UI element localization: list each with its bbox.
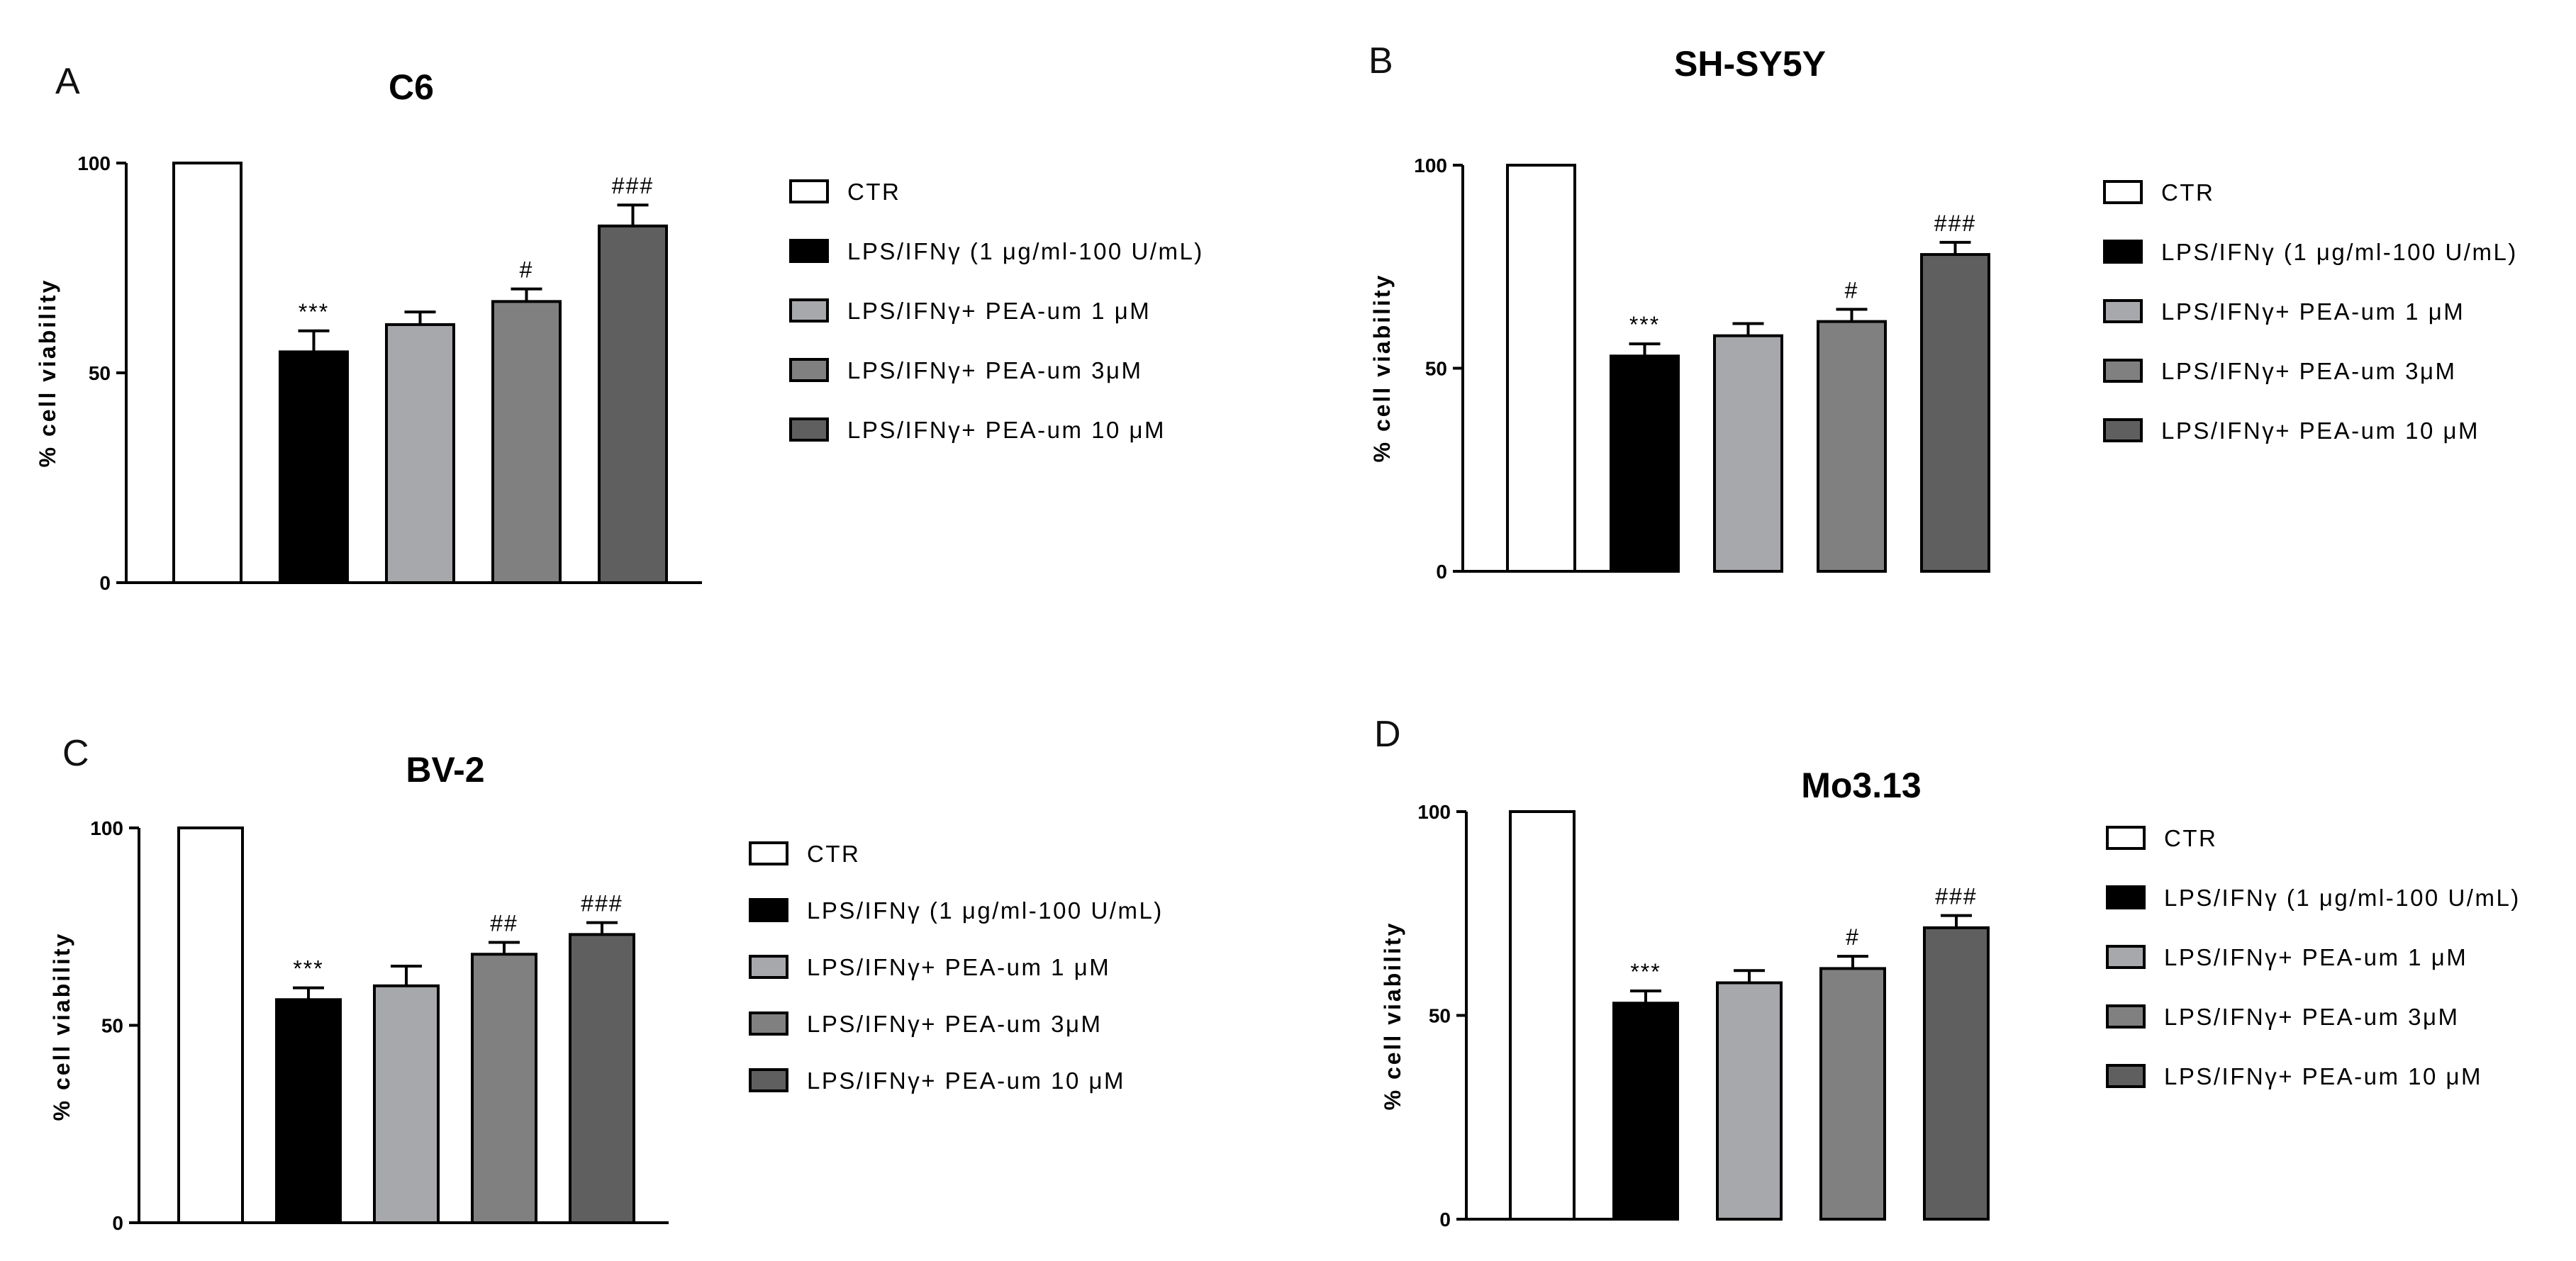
panel-a-y-axis-label: % cell viability bbox=[35, 279, 60, 468]
panel-d-legend-label-4: LPS/IFNγ+ PEA-um 3μM bbox=[2164, 1004, 2460, 1030]
panel-d-legend-label-1: CTR bbox=[2164, 825, 2217, 851]
panel-b-legend-swatch-3 bbox=[2103, 299, 2143, 323]
panel-b-y-axis-label: % cell viability bbox=[1369, 274, 1395, 463]
panel-b-legend-swatch-4 bbox=[2103, 359, 2143, 383]
panel-d-letter: D bbox=[1374, 714, 1401, 755]
panel-b-bar-4 bbox=[1817, 320, 1887, 573]
panel-b-legend-label-1: CTR bbox=[2161, 179, 2214, 206]
panel-c-y-tick-label: 100 bbox=[90, 817, 123, 839]
panel-b-bar-1 bbox=[1506, 164, 1576, 573]
panel-b-y-tick-label: 0 bbox=[1436, 561, 1447, 583]
panel-c-legend-swatch-2 bbox=[749, 898, 788, 922]
panel-a-bar-5 bbox=[598, 224, 668, 584]
panel-b-legend-swatch-1 bbox=[2103, 180, 2143, 204]
panel-c-bar-1 bbox=[177, 826, 244, 1224]
panel-c-legend-swatch-5 bbox=[749, 1068, 788, 1092]
panel-a-legend-label-3: LPS/IFNγ+ PEA-um 1 μM bbox=[847, 298, 1151, 324]
panel-d-y-axis-label: % cell viability bbox=[1380, 921, 1405, 1111]
panel-b-legend-label-5: LPS/IFNγ+ PEA-um 10 μM bbox=[2161, 417, 2480, 444]
panel-c-significance-2: *** bbox=[293, 956, 323, 982]
panel-c-significance-5: ### bbox=[581, 891, 623, 917]
panel-c-bar-3 bbox=[373, 984, 440, 1225]
panel-d-bar-5 bbox=[1923, 926, 1990, 1221]
panel-a-legend-swatch-1 bbox=[789, 179, 829, 203]
panel-c-bar-5 bbox=[569, 933, 635, 1224]
panel-b-bar-3 bbox=[1713, 334, 1783, 573]
panel-d-title: Mo3.13 bbox=[1801, 766, 1922, 805]
panel-a-legend-label-1: CTR bbox=[847, 179, 901, 205]
panel-a-y-tick-label: 100 bbox=[77, 152, 111, 174]
panel-d-y-tick-label: 100 bbox=[1417, 801, 1451, 823]
panel-c-y-axis-label: % cell viability bbox=[49, 932, 74, 1121]
panel-d-significance-2: *** bbox=[1630, 959, 1661, 985]
panel-a-letter: A bbox=[55, 61, 80, 102]
panel-a-bar-4 bbox=[491, 300, 562, 584]
panel-d-legend-swatch-4 bbox=[2106, 1004, 2146, 1029]
panel-b-bar-2 bbox=[1610, 354, 1680, 573]
panel-b-significance-2: *** bbox=[1629, 312, 1660, 337]
panel-b-y-tick-label: 100 bbox=[1414, 155, 1447, 176]
panel-c-bar-2 bbox=[275, 998, 342, 1225]
panel-a-bar-3 bbox=[385, 323, 455, 584]
panel-c-legend-swatch-3 bbox=[749, 955, 788, 979]
panel-c-legend-label-3: LPS/IFNγ+ PEA-um 1 μM bbox=[807, 954, 1110, 980]
panel-a-significance-5: ### bbox=[612, 173, 654, 198]
panel-c-y-tick-label: 50 bbox=[101, 1015, 123, 1037]
panel-b-legend-label-4: LPS/IFNγ+ PEA-um 3μM bbox=[2161, 358, 2457, 384]
panel-c-letter: C bbox=[62, 733, 89, 774]
panel-d-legend-swatch-3 bbox=[2106, 945, 2146, 969]
panel-c-title: BV-2 bbox=[406, 750, 484, 790]
panel-a-bar-2 bbox=[279, 350, 349, 584]
panel-d-bar-3 bbox=[1716, 981, 1783, 1221]
panel-a-legend-swatch-5 bbox=[789, 417, 829, 442]
panel-c-legend-swatch-1 bbox=[749, 841, 788, 865]
panel-a-legend-swatch-2 bbox=[789, 239, 829, 263]
panel-a-significance-4: # bbox=[520, 257, 534, 283]
panel-d-significance-5: ### bbox=[1935, 884, 1977, 909]
panel-b-letter: B bbox=[1368, 40, 1393, 82]
panel-a-bar-1 bbox=[172, 162, 242, 584]
panel-b-legend-swatch-5 bbox=[2103, 418, 2143, 442]
panel-b-bar-5 bbox=[1920, 253, 1990, 573]
panel-a-legend-swatch-4 bbox=[789, 358, 829, 382]
panel-a-legend-swatch-3 bbox=[789, 298, 829, 323]
panel-a-legend-label-2: LPS/IFNγ (1 μg/ml-100 U/mL) bbox=[847, 238, 1204, 264]
panel-c-y-tick-label: 0 bbox=[112, 1212, 123, 1234]
panel-d-y-tick-label: 0 bbox=[1439, 1209, 1451, 1231]
panel-b-significance-4: # bbox=[1845, 277, 1859, 303]
panel-a-title: C6 bbox=[389, 67, 434, 107]
panel-b-legend-label-3: LPS/IFNγ+ PEA-um 1 μM bbox=[2161, 298, 2465, 325]
panel-d-bar-4 bbox=[1819, 967, 1886, 1221]
panel-a-y-tick-label: 0 bbox=[99, 572, 111, 594]
panel-b-legend-label-2: LPS/IFNγ (1 μg/ml-100 U/mL) bbox=[2161, 239, 2518, 265]
panel-d-legend-label-5: LPS/IFNγ+ PEA-um 10 μM bbox=[2164, 1063, 2482, 1089]
panel-d-significance-4: # bbox=[1846, 924, 1860, 950]
panel-d-legend-swatch-1 bbox=[2106, 826, 2146, 850]
panel-c-significance-4: ## bbox=[490, 911, 518, 936]
panel-c-legend-label-5: LPS/IFNγ+ PEA-um 10 μM bbox=[807, 1067, 1125, 1094]
panel-d-bar-2 bbox=[1612, 1002, 1679, 1221]
panel-d-bar-1 bbox=[1509, 810, 1576, 1221]
panel-c-bar-4 bbox=[471, 953, 537, 1224]
panel-b-significance-5: ### bbox=[1934, 211, 1976, 236]
panel-c-legend-swatch-4 bbox=[749, 1011, 788, 1036]
panel-a-y-tick-label: 50 bbox=[89, 362, 111, 384]
panel-d-legend-swatch-2 bbox=[2106, 885, 2146, 909]
panel-d-y-tick-label: 50 bbox=[1429, 1005, 1451, 1027]
panel-c-legend-label-4: LPS/IFNγ+ PEA-um 3μM bbox=[807, 1011, 1103, 1037]
panel-b-y-tick-label: 50 bbox=[1425, 358, 1447, 380]
panel-a-legend-label-5: LPS/IFNγ+ PEA-um 10 μM bbox=[847, 417, 1166, 443]
panel-a-legend-label-4: LPS/IFNγ+ PEA-um 3μM bbox=[847, 357, 1143, 383]
panel-b-title: SH-SY5Y bbox=[1674, 44, 1826, 84]
panel-c-legend-label-1: CTR bbox=[807, 841, 860, 867]
panel-a-significance-2: *** bbox=[299, 299, 329, 325]
panel-d-legend-swatch-5 bbox=[2106, 1064, 2146, 1088]
panel-d-legend-label-3: LPS/IFNγ+ PEA-um 1 μM bbox=[2164, 944, 2468, 970]
panel-d-legend-label-2: LPS/IFNγ (1 μg/ml-100 U/mL) bbox=[2164, 885, 2521, 911]
panel-c-legend-label-2: LPS/IFNγ (1 μg/ml-100 U/mL) bbox=[807, 897, 1164, 924]
panel-b-legend-swatch-2 bbox=[2103, 240, 2143, 264]
